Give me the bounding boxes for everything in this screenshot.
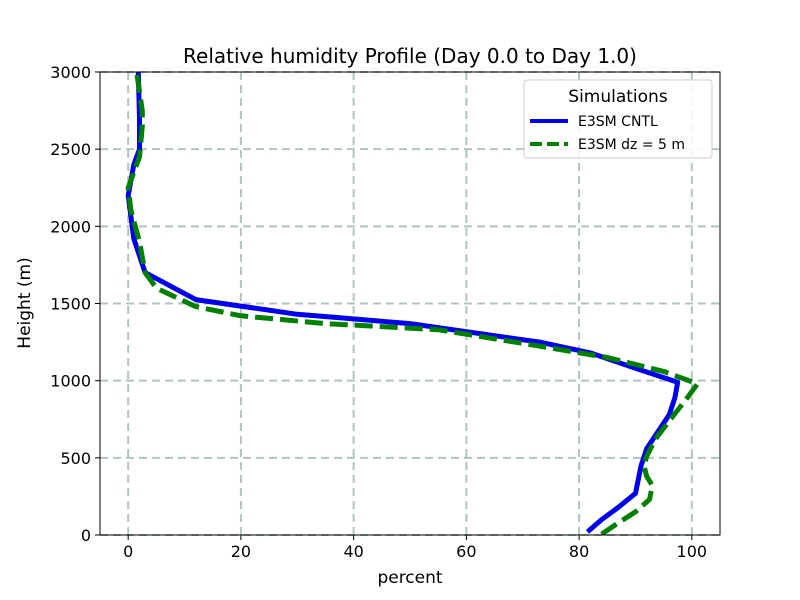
y-tick-label: 0 [81,526,91,545]
x-tick-label: 60 [456,542,476,561]
legend-label-e3sm-cntl: E3SM CNTL [578,114,658,130]
y-tick-label: 2000 [50,217,91,236]
x-tick-label: 100 [677,542,708,561]
y-tick-label: 2500 [50,140,91,159]
legend-label-e3sm-dz-5m: E3SM dz = 5 m [578,137,685,153]
legend-box [523,79,713,159]
series-lines [125,72,700,535]
x-tick-label: 40 [343,542,363,561]
x-tick-label: 20 [231,542,251,561]
legend: Simulations E3SM CNTL E3SM dz = 5 m [523,79,713,159]
y-tick-label: 1000 [50,372,91,391]
y-tick-label: 1500 [50,295,91,314]
y-axis-label: Height (m) [15,257,35,348]
series-line-e3sm-dz-5m [125,72,700,535]
y-tick-label: 3000 [50,63,91,82]
x-tick-label: 0 [123,542,133,561]
x-axis-label: percent [377,568,442,588]
legend-title: Simulations [568,87,668,107]
y-tick-label: 500 [60,449,91,468]
x-tick-label: 80 [569,542,589,561]
chart-title: Relative humidity Profile (Day 0.0 to Da… [183,44,637,68]
